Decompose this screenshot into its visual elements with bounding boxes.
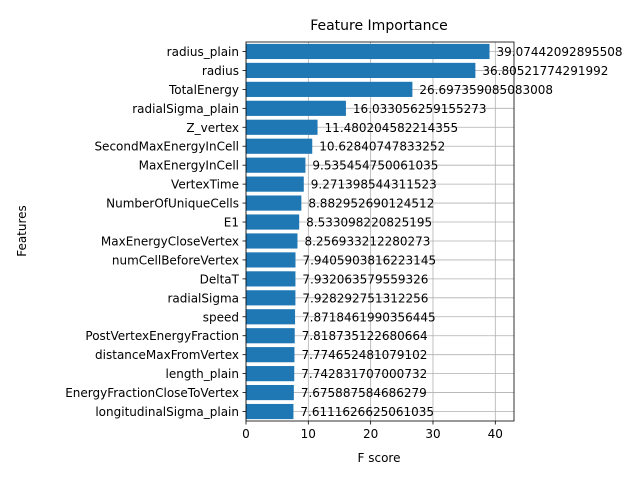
y-tick-label: length_plain <box>166 367 240 381</box>
y-tick-label: radialSigma <box>167 291 239 305</box>
x-tick-label: 10 <box>301 427 316 441</box>
bar <box>246 384 294 401</box>
bar <box>246 290 296 306</box>
bar <box>246 62 476 79</box>
bar-value-label: 9.271398544311523 <box>311 178 437 192</box>
bar-value-label: 8.256933212280273 <box>304 234 430 248</box>
bar-value-label: 9.535454750061035 <box>312 159 438 173</box>
bar-value-label: 10.62840747833252 <box>319 140 445 154</box>
bar-value-label: 7.928292751312256 <box>302 291 428 305</box>
y-tick-label: PostVertexEnergyFraction <box>85 329 239 343</box>
bar-value-label: 7.742831707000732 <box>301 367 427 381</box>
x-tick-label: 30 <box>425 427 440 441</box>
bar-value-label: 26.697359085083008 <box>419 83 553 97</box>
bar-value-label: 11.480204582214355 <box>325 121 459 135</box>
y-tick-label: NumberOfUniqueCells <box>106 197 239 211</box>
bar <box>246 195 302 211</box>
x-axis-label: F score <box>358 451 401 465</box>
bar-value-label: 36.80521774291992 <box>482 64 608 78</box>
y-axis-label: Features <box>15 205 29 257</box>
y-tick-label: VertexTime <box>171 178 239 192</box>
bar <box>246 252 296 268</box>
y-tick-label: MaxEnergyCloseVertex <box>101 234 239 248</box>
bar-value-label: 7.675887584686279 <box>301 386 427 400</box>
bar <box>246 43 490 60</box>
y-tick-label: radialSigma_plain <box>132 102 239 116</box>
bar-value-label: 7.9405903816223145 <box>302 253 436 267</box>
bars-layer <box>246 43 490 420</box>
bar <box>246 233 298 249</box>
y-tick-label: radius <box>202 64 239 78</box>
bar <box>246 309 296 325</box>
plot-frame <box>245 41 515 422</box>
bar-value-label: 7.6111626625061035 <box>300 405 434 419</box>
bar <box>246 176 304 192</box>
y-tick-label: SecondMaxEnergyInCell <box>94 140 239 154</box>
value-labels-layer: 39.07442092895508 36.80521774291992 26.697… <box>300 45 622 419</box>
y-tick-label: E1 <box>224 216 239 230</box>
bar <box>246 119 318 135</box>
bar <box>246 271 296 287</box>
bar-value-label: 8.533098220825195 <box>306 216 432 230</box>
y-tick-label: TotalEnergy <box>168 83 239 97</box>
bar-value-label: 39.07442092895508 <box>497 45 623 59</box>
bar <box>246 347 295 363</box>
bar <box>246 157 306 173</box>
y-tick-label: MaxEnergyInCell <box>139 159 239 173</box>
x-tick-label: 40 <box>488 427 503 441</box>
bar <box>246 403 294 420</box>
bar <box>246 328 295 344</box>
grid-layer <box>245 42 514 421</box>
x-ticks-layer: 0 10 20 30 40 <box>242 421 503 441</box>
x-tick-label: 0 <box>242 427 250 441</box>
bar <box>246 100 346 116</box>
y-tick-label: longitudinalSigma_plain <box>95 405 239 419</box>
y-tick-label: distanceMaxFromVertex <box>95 348 239 362</box>
bar-value-label: 7.818735122680664 <box>302 329 428 343</box>
bar <box>246 81 413 97</box>
y-tick-label: radius_plain <box>167 45 239 59</box>
x-tick-label: 20 <box>363 427 378 441</box>
bar <box>246 138 313 154</box>
y-tick-label: Z_vertex <box>186 121 239 135</box>
bar <box>246 214 300 230</box>
y-tick-label: numCellBeforeVertex <box>112 253 239 267</box>
bar-value-label: 7.932063579559326 <box>302 272 428 286</box>
y-tick-label: EnergyFractionCloseToVertex <box>65 386 239 400</box>
bar-value-label: 16.033056259155273 <box>353 102 487 116</box>
y-tick-label: DeltaT <box>200 272 240 286</box>
bar <box>246 366 295 382</box>
bar-value-label: 7.8718461990356445 <box>302 310 436 324</box>
chart-title: Feature Importance <box>310 18 448 34</box>
bar-value-label: 8.882952690124512 <box>308 197 434 211</box>
bar-value-label: 7.774652481079102 <box>301 348 427 362</box>
y-tick-label: speed <box>203 310 239 324</box>
